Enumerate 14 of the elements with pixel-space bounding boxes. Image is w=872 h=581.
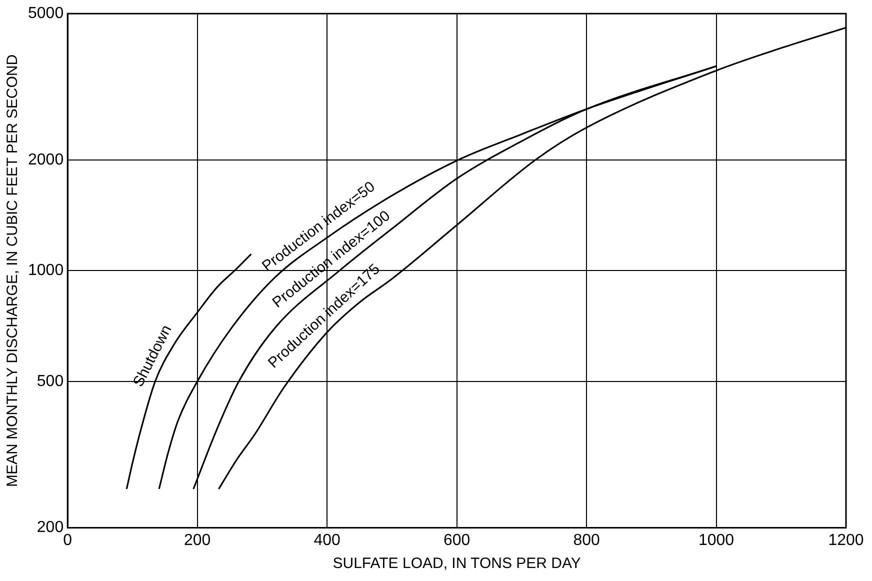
y-tick-label: 1000: [28, 262, 64, 280]
x-tick-label: 1000: [698, 532, 734, 549]
x-tick-label: 0: [63, 532, 72, 549]
x-tick-label: 1200: [828, 532, 864, 549]
y-tick-label: 2000: [28, 151, 64, 168]
x-axis-title: SULFATE LOAD, IN TONS PER DAY: [332, 555, 581, 572]
y-tick-label: 5000: [28, 5, 64, 22]
x-tick-label: 400: [314, 532, 341, 549]
x-tick-label: 800: [573, 532, 600, 549]
y-tick-label: 200: [36, 519, 64, 536]
y-axis-title: MEAN MONTHLY DISCHARGE, IN CUBIC FEET PER SECOND: [4, 54, 22, 487]
x-tick-label: 600: [443, 532, 470, 549]
x-tick-label: 200: [184, 532, 211, 549]
y-tick-label: 500: [36, 372, 64, 390]
